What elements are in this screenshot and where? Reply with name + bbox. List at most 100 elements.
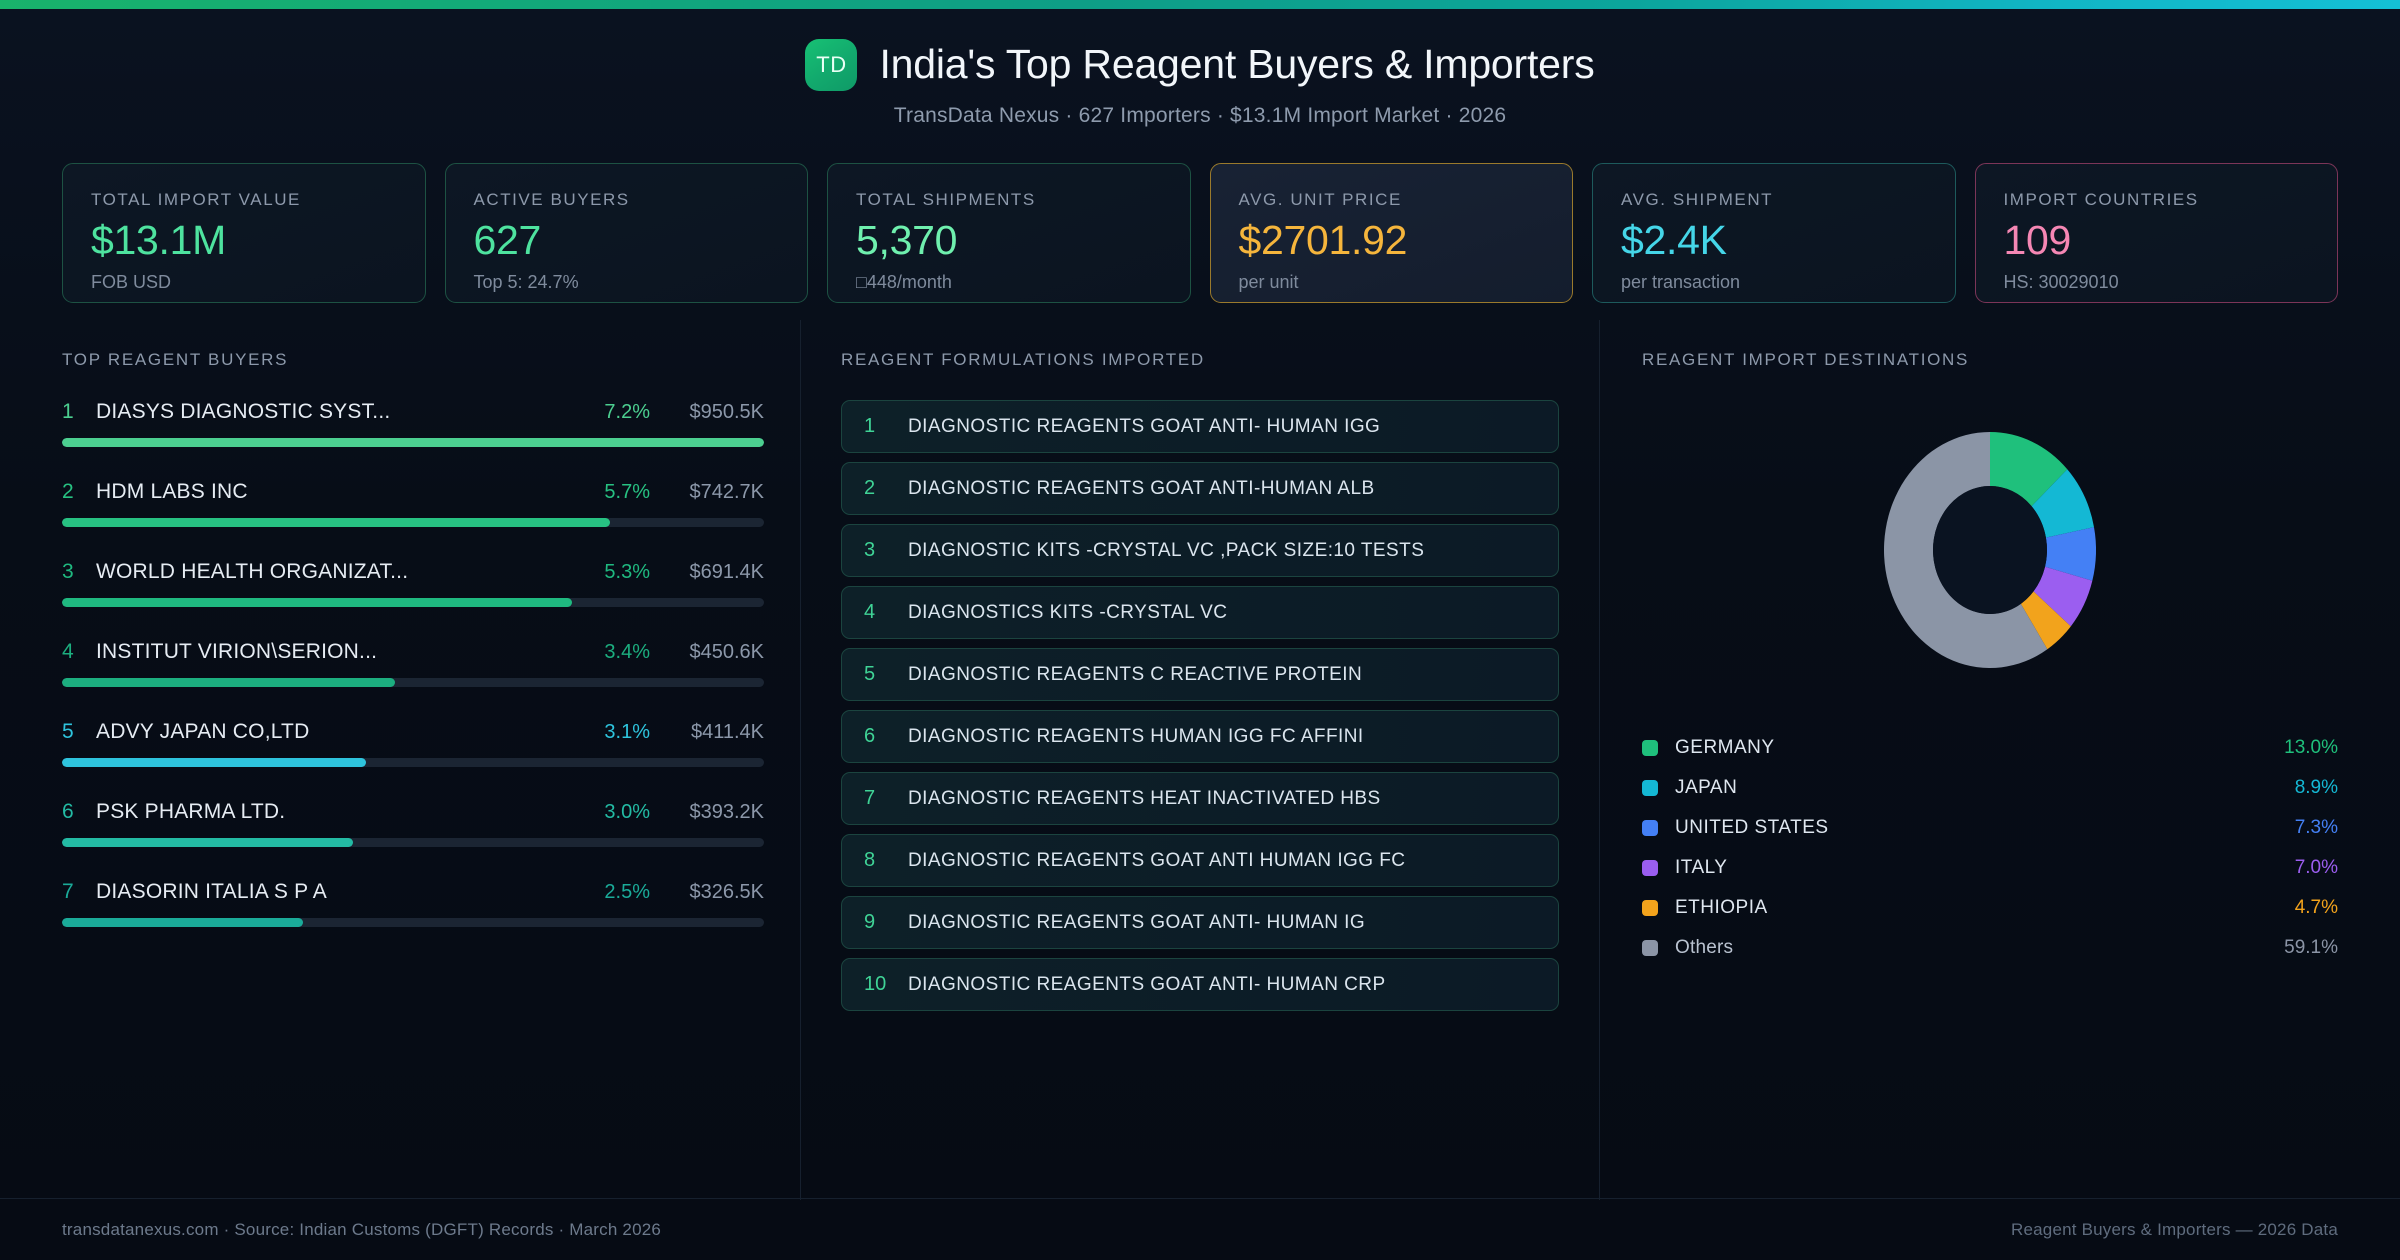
donut-slice[interactable]: [1990, 432, 2068, 507]
buyer-row[interactable]: 1 DIASYS DIAGNOSTIC SYST... 7.2% $950.5K: [62, 400, 764, 447]
buyer-row[interactable]: 5 ADVY JAPAN CO,LTD 3.1% $411.4K: [62, 720, 764, 767]
kpi-label: TOTAL IMPORT VALUE: [91, 190, 301, 209]
kpi-card: AVG. UNIT PRICE $2701.92 per unit: [1209, 163, 1573, 303]
legend-color-swatch: [1642, 780, 1658, 796]
formulation-name: DIAGNOSTIC REAGENTS HUMAN IGG FC AFFINI: [908, 725, 1364, 747]
legend-value: 7.3%: [2294, 817, 2338, 838]
buyer-row[interactable]: 6 PSK PHARMA LTD. 3.0% $393.2K: [62, 800, 764, 847]
buyer-percent: 3.4%: [604, 641, 650, 663]
buyer-row[interactable]: 3 WORLD HEALTH ORGANIZAT... 5.3% $691.4K: [62, 560, 764, 607]
legend-label: GERMANY: [1675, 737, 1775, 758]
legend-value: 13.0%: [2284, 737, 2338, 758]
legend-row[interactable]: ITALY 7.0%: [1642, 848, 2338, 888]
buyer-progress-fill: [62, 918, 304, 927]
formulation-rank: 4: [864, 601, 876, 623]
buyer-rank: 5: [62, 720, 74, 743]
footer-dataset-text: Reagent Buyers & Importers — 2026 Data: [2011, 1219, 2338, 1239]
buyer-value: $411.4K: [690, 721, 764, 743]
buyer-rank: 1: [62, 400, 74, 423]
legend-label: UNITED STATES: [1675, 817, 1829, 838]
buyer-name: WORLD HEALTH ORGANIZAT...: [96, 560, 409, 583]
buyer-value: $950.5K: [689, 401, 764, 423]
formulation-row[interactable]: 4 DIAGNOSTICS KITS -CRYSTAL VC: [841, 586, 1559, 639]
kpi-card: TOTAL IMPORT VALUE $13.1M FOB USD: [62, 163, 426, 303]
buyer-name: PSK PHARMA LTD.: [96, 800, 286, 823]
legend-value: 4.7%: [2294, 897, 2338, 918]
formulation-row[interactable]: 3 DIAGNOSTIC KITS -CRYSTAL VC ,PACK SIZE:…: [841, 524, 1559, 577]
buyer-row-header: 5 ADVY JAPAN CO,LTD 3.1% $411.4K: [62, 720, 764, 744]
legend-value: 8.9%: [2294, 777, 2338, 798]
formulation-row[interactable]: 8 DIAGNOSTIC REAGENTS GOAT ANTI HUMAN IGG…: [841, 834, 1559, 887]
buyer-percent: 7.2%: [604, 401, 650, 423]
buyer-name: DIASYS DIAGNOSTIC SYST...: [96, 400, 391, 423]
buyer-value: $393.2K: [689, 801, 764, 823]
kpi-value: 109: [2003, 217, 2072, 263]
formulation-row[interactable]: 9 DIAGNOSTIC REAGENTS GOAT ANTI- HUMAN IG: [841, 896, 1559, 949]
buyer-percent: 2.5%: [604, 881, 650, 903]
donut-slice[interactable]: [2020, 591, 2071, 650]
formulation-row[interactable]: 10 DIAGNOSTIC REAGENTS GOAT ANTI- HUMAN C…: [841, 958, 1559, 1011]
formulations-list: 1 DIAGNOSTIC REAGENTS GOAT ANTI- HUMAN IG…: [841, 400, 1559, 1011]
buyer-row[interactable]: 7 DIASORIN ITALIA S P A 2.5% $326.5K: [62, 880, 764, 927]
formulation-rank: 5: [864, 663, 876, 685]
legend-label: Others: [1675, 937, 1734, 958]
buyer-progress-track: [62, 438, 764, 447]
formulation-name: DIAGNOSTICS KITS -CRYSTAL VC: [908, 601, 1228, 623]
kpi-card: TOTAL SHIPMENTS 5,370 □448/month: [827, 163, 1191, 303]
buyer-name: HDM LABS INC: [96, 480, 248, 503]
buyer-progress-track: [62, 518, 764, 527]
buyer-rank: 6: [62, 800, 74, 823]
buyer-row-header: 3 WORLD HEALTH ORGANIZAT... 5.3% $691.4K: [62, 560, 764, 584]
buyer-progress-track: [62, 838, 764, 847]
buyer-progress-fill: [62, 518, 611, 527]
legend-color-swatch: [1642, 940, 1658, 956]
legend-row[interactable]: ETHIOPIA 4.7%: [1642, 888, 2338, 928]
donut-slice[interactable]: [2045, 527, 2096, 581]
formulation-rank: 2: [864, 477, 876, 499]
buyer-row[interactable]: 2 HDM LABS INC 5.7% $742.7K: [62, 480, 764, 527]
buyer-row-header: 1 DIASYS DIAGNOSTIC SYST... 7.2% $950.5K: [62, 400, 764, 424]
destinations-title: REAGENT IMPORT DESTINATIONS: [1642, 350, 1970, 369]
donut-slice[interactable]: [1884, 432, 2048, 668]
donut-svg: [1884, 432, 2096, 668]
formulation-row[interactable]: 2 DIAGNOSTIC REAGENTS GOAT ANTI-HUMAN ALB: [841, 462, 1559, 515]
buyer-row-header: 2 HDM LABS INC 5.7% $742.7K: [62, 480, 764, 504]
buyer-row[interactable]: 4 INSTITUT VIRION\SERION... 3.4% $450.6K: [62, 640, 764, 687]
legend-row[interactable]: Others 59.1%: [1642, 928, 2338, 968]
page-title: India's Top Reagent Buyers & Importers: [879, 41, 1595, 87]
kpi-label: IMPORT COUNTRIES: [2003, 190, 2199, 209]
legend-color-swatch: [1642, 740, 1658, 756]
top-buyers-column: TOP REAGENT BUYERS 1 DIASYS DIAGNOSTIC SY…: [0, 320, 800, 1200]
formulations-column: REAGENT FORMULATIONS IMPORTED 1 DIAGNOSTI…: [800, 320, 1600, 1200]
buyer-progress-fill: [62, 598, 573, 607]
buyer-name: ADVY JAPAN CO,LTD: [96, 720, 310, 743]
dashboard-header: TD India's Top Reagent Buyers & Importer…: [0, 9, 2400, 157]
buyer-percent: 3.0%: [604, 801, 650, 823]
donut-slice[interactable]: [2033, 566, 2093, 627]
buyer-name: INSTITUT VIRION\SERION...: [96, 640, 378, 663]
formulation-row[interactable]: 6 DIAGNOSTIC REAGENTS HUMAN IGG FC AFFINI: [841, 710, 1559, 763]
formulation-name: DIAGNOSTIC REAGENTS HEAT INACTIVATED HBS: [908, 787, 1381, 809]
formulation-rank: 3: [864, 539, 876, 561]
kpi-label: AVG. UNIT PRICE: [1238, 190, 1402, 209]
legend-row[interactable]: JAPAN 8.9%: [1642, 768, 2338, 808]
top-buyers-list: 1 DIASYS DIAGNOSTIC SYST... 7.2% $950.5K 2 HD…: [62, 400, 764, 927]
kpi-value: $2.4K: [1621, 217, 1727, 263]
legend-label: ETHIOPIA: [1675, 897, 1768, 918]
formulation-row[interactable]: 5 DIAGNOSTIC REAGENTS C REACTIVE PROTEIN: [841, 648, 1559, 701]
formulation-row[interactable]: 7 DIAGNOSTIC REAGENTS HEAT INACTIVATED HB…: [841, 772, 1559, 825]
legend-row[interactable]: UNITED STATES 7.3%: [1642, 808, 2338, 848]
legend-color-swatch: [1642, 820, 1658, 836]
legend-value: 7.0%: [2294, 857, 2338, 878]
formulation-row[interactable]: 1 DIAGNOSTIC REAGENTS GOAT ANTI- HUMAN IG…: [841, 400, 1559, 453]
buyer-rank: 4: [62, 640, 74, 663]
top-accent-bar: [0, 0, 2400, 9]
buyer-progress-fill: [62, 678, 395, 687]
kpi-sublabel: Top 5: 24.7%: [473, 272, 579, 293]
donut-slice[interactable]: [2031, 469, 2094, 538]
legend-row[interactable]: GERMANY 13.0%: [1642, 728, 2338, 768]
kpi-card: AVG. SHIPMENT $2.4K per transaction: [1592, 163, 1956, 303]
buyer-rank: 3: [62, 560, 74, 583]
formulation-name: DIAGNOSTIC REAGENTS GOAT ANTI-HUMAN ALB: [908, 477, 1375, 499]
